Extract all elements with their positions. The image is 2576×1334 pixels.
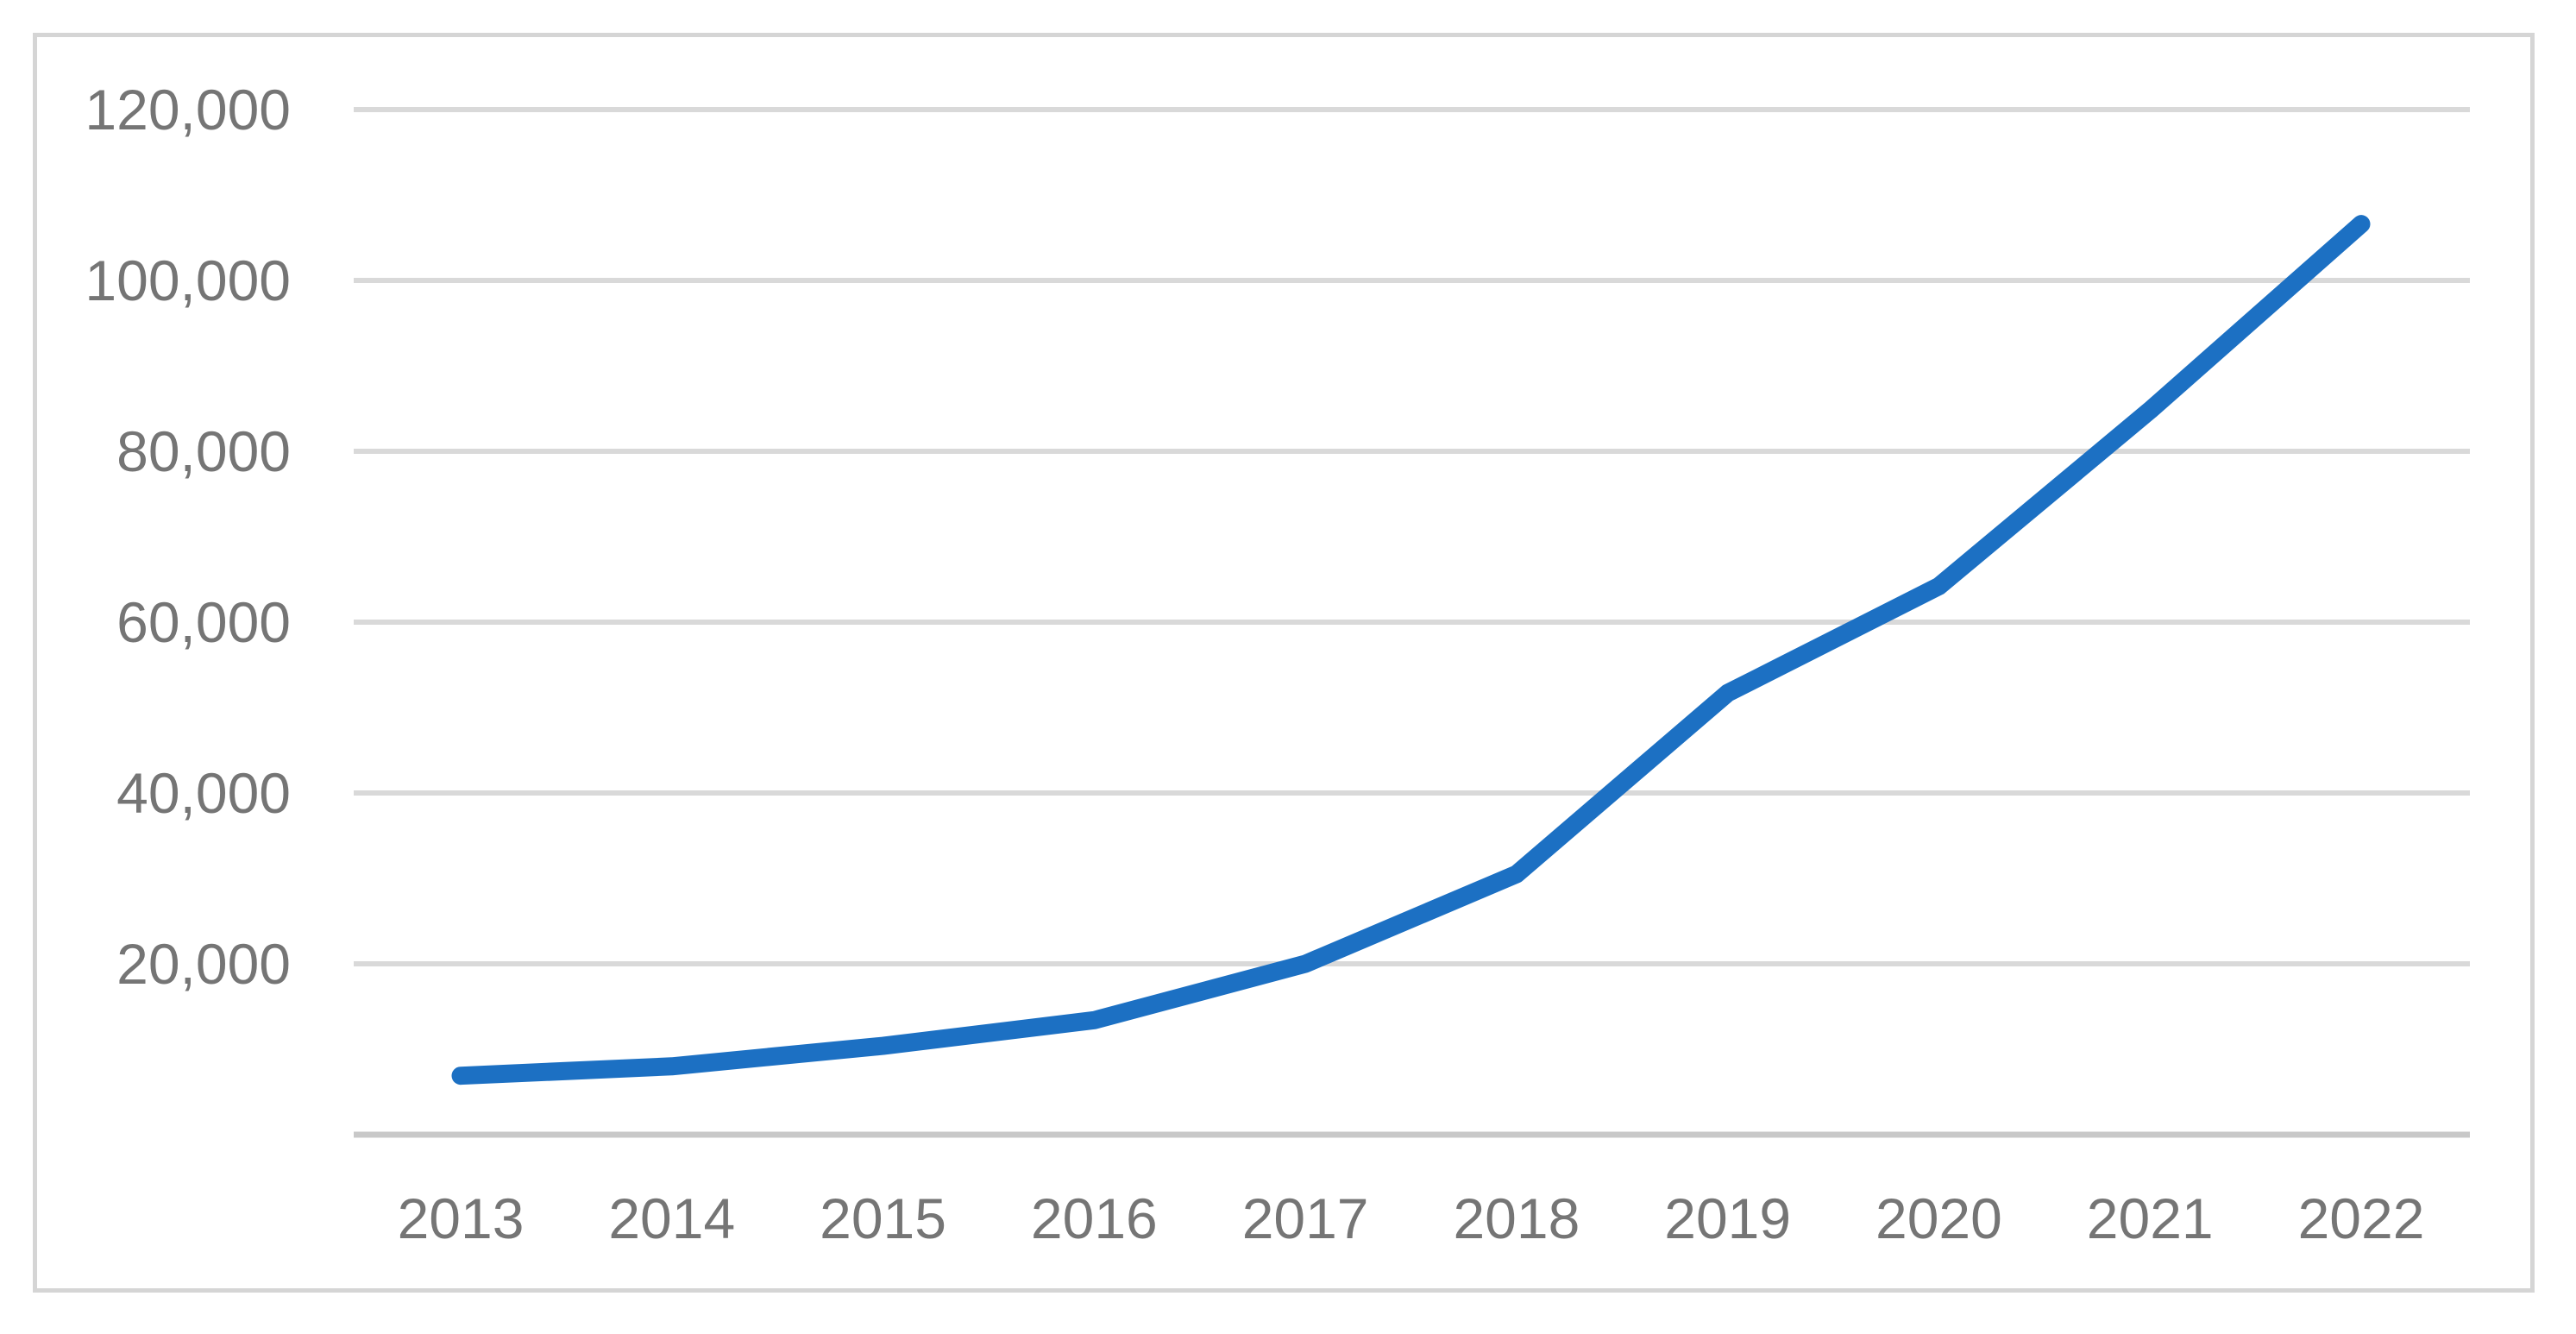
x-tick-label: 2018 — [1453, 1186, 1580, 1250]
y-tick-label: 60,000 — [116, 590, 291, 654]
y-tick-label: 120,000 — [85, 78, 291, 142]
x-tick-label: 2022 — [2297, 1186, 2425, 1250]
x-tick-label: 2021 — [2086, 1186, 2214, 1250]
x-tick-label: 2017 — [1241, 1186, 1369, 1250]
data-series — [451, 215, 2371, 1085]
y-tick-label: 20,000 — [116, 932, 291, 996]
x-tick-label: 2020 — [1875, 1186, 2002, 1250]
chart-border — [33, 33, 2535, 1293]
x-tick-label: 2016 — [1030, 1186, 1158, 1250]
y-tick-label: 40,000 — [116, 761, 291, 825]
x-tick-label: 2019 — [1664, 1186, 1792, 1250]
x-tick-label: 2015 — [820, 1186, 946, 1250]
y-tick-label: 80,000 — [116, 419, 291, 483]
gridlines — [354, 107, 2470, 966]
y-tick-label: 100,000 — [85, 249, 291, 312]
x-tick-label: 2014 — [608, 1186, 736, 1250]
x-tick-label: 2013 — [397, 1186, 525, 1250]
series-line — [451, 215, 2371, 1085]
